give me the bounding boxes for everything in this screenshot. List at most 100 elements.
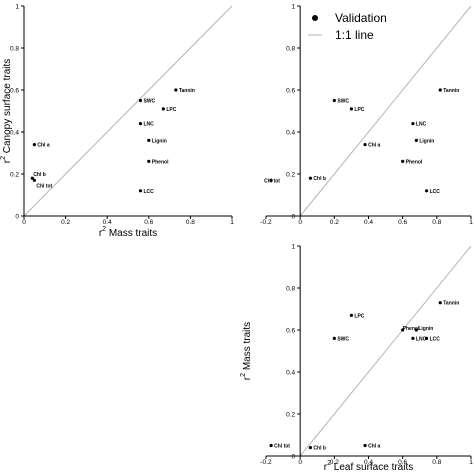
- y-tick-label: 0: [15, 214, 19, 221]
- data-point: [363, 443, 367, 448]
- data-point: [138, 122, 143, 126]
- x-tick-label: 0.4: [103, 219, 112, 226]
- y-tick-label: 0.2: [10, 172, 19, 179]
- y-tick-label: 0.2: [286, 412, 295, 419]
- point-label: Tannin: [443, 88, 459, 94]
- point-label: LCC: [143, 189, 154, 195]
- x-tick-label: 0.8: [432, 219, 441, 226]
- y-tick-label: 1: [292, 244, 296, 251]
- point-label: Phenol: [403, 326, 420, 332]
- y-tick-label: 0.8: [10, 46, 19, 53]
- y-tick-label: 0: [292, 214, 296, 221]
- x-tick-label: -0.2: [260, 219, 272, 226]
- x-tick-label: 0.6: [398, 219, 407, 226]
- point-label: SWC: [337, 99, 349, 105]
- point-label: Chl a: [37, 143, 49, 149]
- y-tick-label: 1: [292, 4, 296, 11]
- data-point: [308, 176, 313, 180]
- legend: Validation 1:1 line: [308, 11, 387, 42]
- data-point: [269, 178, 273, 182]
- x-tick-label: 0.8: [186, 219, 195, 226]
- point-label: Chl b: [313, 176, 326, 182]
- data-point: [424, 336, 429, 340]
- one-to-one-line: [299, 245, 472, 457]
- data-point: [174, 88, 178, 92]
- chart-panel-3: -0.2 0 0.2 0.4 0.6 0.8 1 0 0.2 0.4 0.6 0.8 1 r2 Leaf …: [240, 244, 473, 474]
- x-tick-label: 1: [469, 219, 473, 226]
- legend-validation-marker: [312, 15, 318, 21]
- data-point: [401, 159, 405, 163]
- x-tick-label: 0: [298, 219, 302, 226]
- data-point: [32, 178, 37, 182]
- point-label: LPC: [166, 107, 176, 113]
- data-point: [414, 328, 418, 332]
- x-axis-label: r2 Mass traits: [99, 226, 157, 239]
- y-tick-label: 0.6: [286, 88, 295, 95]
- data-point: [269, 443, 273, 448]
- data-point: [349, 313, 354, 317]
- point-label: Chl tot: [36, 183, 52, 189]
- data-point: [147, 159, 151, 163]
- data-point: [332, 98, 336, 103]
- y-tick-label: 0.4: [10, 130, 19, 137]
- point-label: SWC: [337, 336, 349, 342]
- point-label: Chl a: [368, 143, 380, 149]
- data-point: [161, 107, 165, 111]
- y-tick-label: 0.2: [286, 172, 295, 179]
- data-point: [414, 138, 418, 142]
- point-label: LNC: [416, 336, 427, 342]
- data-point: [308, 446, 313, 450]
- x-tick-label: 0.6: [398, 459, 407, 466]
- one-to-one-line: [299, 5, 472, 217]
- data-point: [147, 138, 151, 142]
- point-label: LNC: [416, 122, 427, 128]
- point-label: Lignin: [418, 326, 433, 332]
- point-label: Tannin: [179, 88, 195, 94]
- y-axis-label: r2 Canopy surface traits: [0, 59, 13, 164]
- point-label: LPC: [354, 313, 364, 319]
- data-point: [349, 107, 354, 111]
- data-point: [32, 143, 37, 147]
- one-to-one-line: [23, 5, 233, 217]
- x-axis-label: r2 Leaf surface traits: [324, 460, 414, 473]
- x-tick-label: -0.2: [260, 459, 272, 466]
- y-tick-label: 0.8: [286, 286, 295, 293]
- x-tick-label: 0: [298, 459, 302, 466]
- x-tick-label: 0.4: [364, 219, 373, 226]
- point-label: Chl tot: [274, 444, 290, 450]
- y-tick-label: 0.4: [286, 370, 295, 377]
- point-label: Tannin: [443, 301, 459, 307]
- data-point: [363, 143, 367, 147]
- y-tick-label: 0.6: [10, 88, 19, 95]
- x-tick-label: 0.2: [330, 219, 339, 226]
- data-point: [438, 88, 442, 92]
- point-label: Lignin: [152, 138, 167, 144]
- y-tick-label: 0.8: [286, 46, 295, 53]
- y-tick-label: 0.6: [286, 328, 295, 335]
- point-label: Phenol: [406, 159, 423, 165]
- data-point: [30, 176, 34, 180]
- data-point: [332, 336, 336, 340]
- y-tick-label: 0: [292, 454, 296, 461]
- legend-validation-label: Validation: [335, 11, 387, 25]
- point-label: Chl b: [313, 446, 326, 452]
- data-point: [411, 336, 415, 340]
- point-label: LNC: [143, 122, 154, 128]
- x-tick-label: 0: [22, 219, 26, 226]
- point-label: LCC: [430, 336, 441, 342]
- point-label: LPC: [354, 107, 364, 113]
- point-label: Chl tot: [264, 178, 280, 184]
- data-point: [138, 98, 143, 103]
- x-tick-label: 1: [230, 219, 234, 226]
- point-label: Chl a: [368, 444, 380, 450]
- legend-one-to-one-label: 1:1 line: [335, 28, 374, 42]
- x-tick-label: 1: [469, 459, 473, 466]
- x-tick-label: 0.8: [432, 459, 441, 466]
- point-label: Lignin: [419, 138, 434, 144]
- x-tick-label: 0.4: [364, 459, 373, 466]
- point-label: Chl b: [33, 172, 46, 178]
- data-point: [424, 189, 429, 193]
- x-tick-label: 0.2: [330, 459, 339, 466]
- y-tick-label: 0.4: [286, 130, 295, 137]
